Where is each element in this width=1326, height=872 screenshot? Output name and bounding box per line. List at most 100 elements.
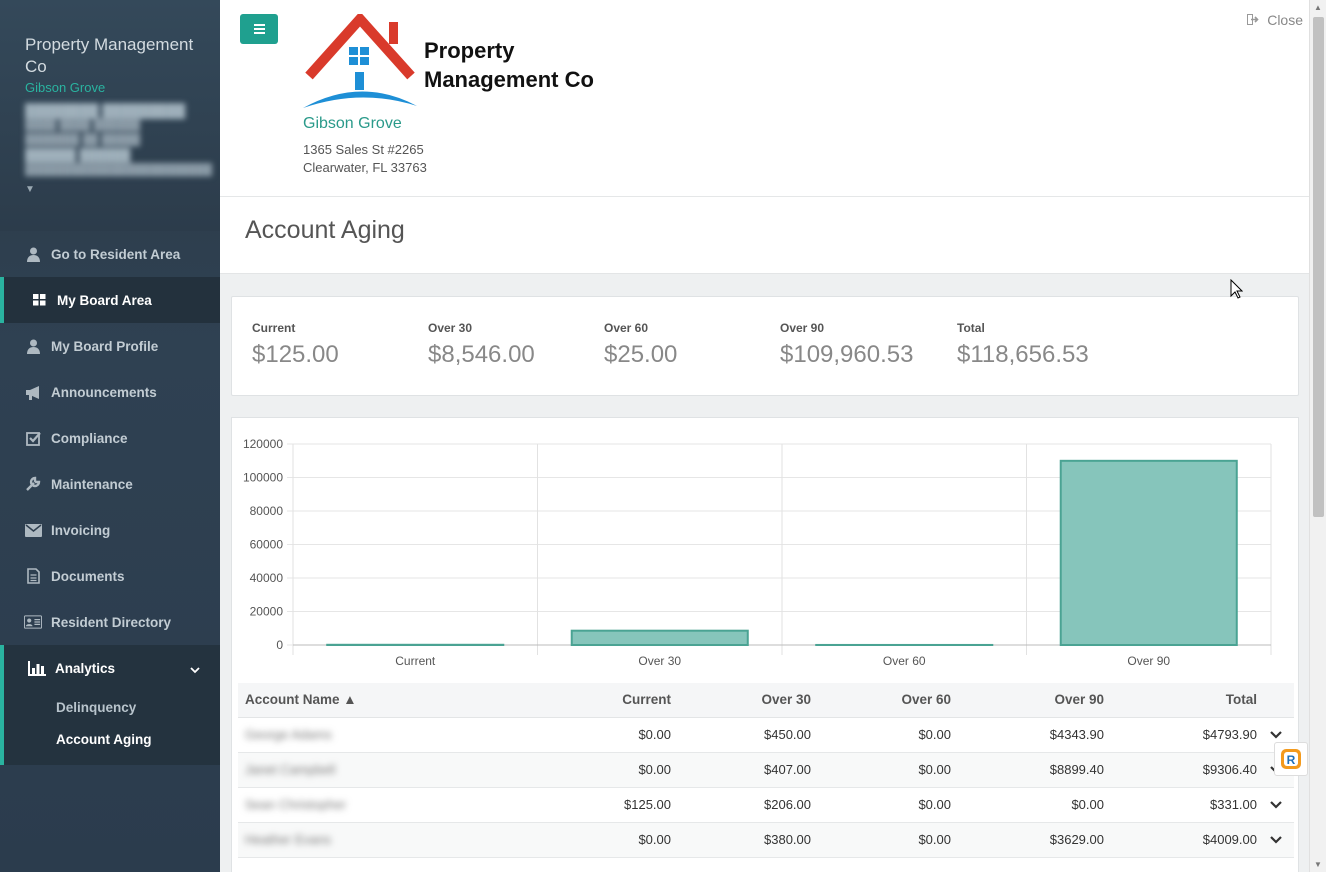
table-cell: $9306.40 (1104, 752, 1257, 788)
column-current[interactable]: Current (558, 683, 671, 718)
column-over-90[interactable]: Over 90 (951, 683, 1104, 718)
table-cell: $0.00 (558, 752, 671, 788)
sidebar-subitem-delinquency[interactable]: Delinquency (56, 699, 137, 715)
summary-label: Current (252, 321, 296, 335)
sidebar-item-compliance[interactable]: Compliance (0, 415, 220, 461)
y-tick-label: 80000 (250, 504, 284, 518)
mouse-cursor-icon (1230, 279, 1243, 299)
summary-value: $8,546.00 (428, 341, 535, 368)
sidebar-item-label: Resident Directory (51, 614, 172, 630)
account-name: Janet Campbell (245, 762, 336, 777)
column-total[interactable]: Total (1104, 683, 1257, 718)
scrollbar-thumb[interactable] (1313, 17, 1324, 517)
table-row[interactable]: Sean Christopher $125.00 $206.00 $0.00 $0.00… (238, 787, 1294, 823)
sidebar-item-maintenance[interactable]: Maintenance (0, 461, 220, 507)
summary-over-30: Over 30 $8,546.00 (428, 321, 535, 369)
table-row[interactable]: Janet Campbell $0.00 $407.00 $0.00 $8899.40 $… (238, 752, 1294, 788)
sidebar-item-documents[interactable]: Documents (0, 553, 220, 599)
sidebar-item-announcements[interactable]: Announcements (0, 369, 220, 415)
aging-table: Account Name ▲ Current Over 30 Over 60 O… (238, 683, 1294, 858)
table-cell: $0.00 (558, 717, 671, 753)
column-account-name[interactable]: Account Name ▲ (238, 683, 558, 718)
page-title: Account Aging (245, 216, 405, 244)
sidebar-item-go-to-resident-area[interactable]: Go to Resident Area (0, 231, 220, 277)
user-menu-caret-icon[interactable]: ▼ (25, 184, 35, 195)
account-name: Sean Christopher (245, 797, 347, 812)
y-tick-label: 60000 (250, 538, 284, 552)
x-tick-label: Over 30 (638, 654, 681, 668)
table-cell: $331.00 (1104, 787, 1257, 823)
table-cell: $125.00 (558, 787, 671, 823)
x-tick-label: Over 60 (883, 654, 926, 668)
table-cell: $0.00 (558, 822, 671, 858)
y-tick-label: 40000 (250, 571, 284, 585)
summary-current: Current $125.00 (252, 321, 339, 369)
scroll-down-arrow-icon[interactable]: ▼ (1314, 860, 1322, 869)
x-tick-label: Current (395, 654, 436, 668)
user-icon (24, 247, 42, 262)
analytics-section: Analytics Delinquency Account Aging (0, 645, 220, 765)
document-icon (24, 568, 42, 584)
sidebar-item-analytics[interactable]: Analytics (4, 645, 220, 691)
table-cell: $0.00 (811, 787, 951, 823)
summary-label: Total (957, 321, 985, 335)
y-tick-label: 120000 (243, 437, 283, 451)
summary-over-60: Over 60 $25.00 (604, 321, 677, 369)
sidebar-item-resident-directory[interactable]: Resident Directory (0, 599, 220, 645)
scrollbar[interactable]: ▲ ▼ (1309, 0, 1326, 872)
summary-label: Over 30 (428, 321, 473, 335)
community-name: Gibson Grove (303, 115, 402, 132)
sidebar-item-label: My Board Area (57, 292, 152, 308)
chart-table-panel: 0 20000 40000 60000 80000 100000 120000 Current… (231, 417, 1299, 872)
envelope-icon (24, 523, 42, 537)
account-name: Heather Evans (245, 832, 331, 847)
table-row[interactable]: Heather Evans $0.00 $380.00 $0.00 $3629.00 $4… (238, 822, 1294, 858)
close-button[interactable]: Close (1247, 12, 1303, 28)
table-cell: $8899.40 (951, 752, 1104, 788)
y-tick-label: 20000 (250, 605, 284, 619)
expand-chevron-icon[interactable] (1257, 787, 1294, 823)
sidebar-item-label: My Board Profile (51, 338, 159, 354)
sidebar: Property Management Co Gibson Grove ████… (0, 0, 220, 872)
account-name: George Adams (245, 727, 332, 742)
sidebar-subitem-account-aging[interactable]: Account Aging (56, 731, 152, 747)
hamburger-menu-button[interactable] (240, 14, 278, 44)
sidebar-item-label: Documents (51, 568, 125, 584)
table-row[interactable]: George Adams $0.00 $450.00 $0.00 $4343.90 $47… (238, 717, 1294, 753)
summary-panel: Current $125.00 Over 30 $8,546.00 Over 60 $25… (231, 296, 1299, 396)
summary-value: $118,656.53 (957, 341, 1089, 368)
expand-chevron-icon[interactable] (1257, 822, 1294, 858)
svg-text:R: R (1287, 753, 1296, 767)
table-cell: $380.00 (671, 822, 811, 858)
r-logo-icon: R (1281, 749, 1301, 769)
logo-text: Property Management Co (424, 38, 594, 92)
wrench-icon (24, 476, 42, 492)
summary-total: Total $118,656.53 (957, 321, 1089, 369)
sidebar-item-my-board-profile[interactable]: My Board Profile (0, 323, 220, 369)
summary-value: $109,960.53 (780, 341, 914, 368)
bullhorn-icon (24, 385, 42, 400)
table-header-row: Account Name ▲ Current Over 30 Over 60 O… (238, 683, 1294, 718)
check-square-icon (24, 431, 42, 446)
sidebar-item-label: Announcements (51, 384, 157, 400)
table-cell: $3629.00 (951, 822, 1104, 858)
table-cell: $206.00 (671, 787, 811, 823)
table-cell: $4343.90 (951, 717, 1104, 753)
sidebar-item-label: Maintenance (51, 476, 133, 492)
company-logo-house-icon (303, 14, 417, 108)
bar-over-30 (570, 629, 749, 647)
summary-label: Over 60 (604, 321, 649, 335)
chevron-down-icon (190, 662, 200, 677)
helper-widget-button[interactable]: R (1274, 742, 1308, 776)
column-over-60[interactable]: Over 60 (811, 683, 951, 718)
id-card-icon (24, 615, 42, 629)
sidebar-item-my-board-area[interactable]: My Board Area (0, 277, 220, 323)
summary-over-90: Over 90 $109,960.53 (780, 321, 913, 369)
column-over-30[interactable]: Over 30 (671, 683, 811, 718)
sign-out-icon (1247, 12, 1259, 28)
table-cell: $407.00 (671, 752, 811, 788)
scroll-up-arrow-icon[interactable]: ▲ (1314, 3, 1322, 12)
sidebar-item-invoicing[interactable]: Invoicing (0, 507, 220, 553)
summary-value: $25.00 (604, 341, 678, 368)
sidebar-item-label: Compliance (51, 430, 128, 446)
